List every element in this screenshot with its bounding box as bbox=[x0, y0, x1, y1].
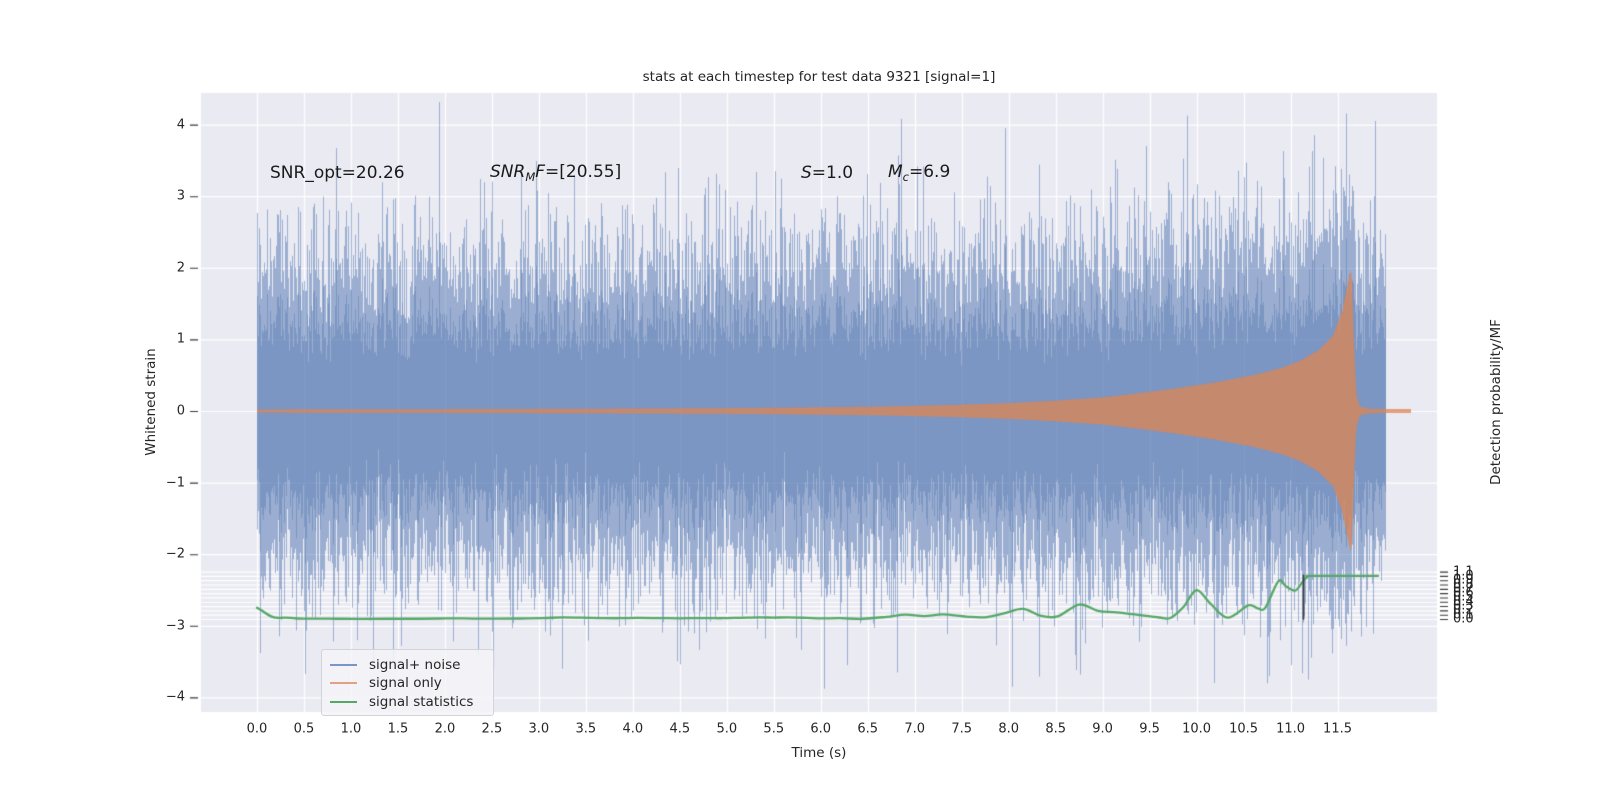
y-left-tick-label: 1 bbox=[176, 331, 185, 347]
annotation-mc: Mc=6.9 bbox=[888, 161, 951, 185]
y-left-tick-label: −4 bbox=[165, 689, 185, 705]
legend: signal+ noise signal only signal statistic… bbox=[321, 649, 494, 716]
legend-line-swatch bbox=[330, 700, 357, 703]
y-left-axis-label: Whitened strain bbox=[143, 348, 159, 456]
x-tick-label: 2.0 bbox=[434, 721, 456, 737]
y-right-tick-label: 0.7 bbox=[1453, 581, 1474, 597]
x-tick-label: 11.0 bbox=[1276, 721, 1306, 737]
x-tick-label: 11.5 bbox=[1323, 721, 1353, 737]
y-right-tick-label: 0.5 bbox=[1453, 589, 1474, 605]
x-tick-label: 10.5 bbox=[1229, 721, 1259, 737]
y-left-tick-label: −1 bbox=[165, 475, 185, 491]
y-left-tick-label: 4 bbox=[176, 117, 185, 133]
x-tick-label: 3.5 bbox=[575, 721, 597, 737]
x-tick-label: 9.0 bbox=[1092, 721, 1113, 737]
y-right-tick-label: 0.6 bbox=[1453, 585, 1474, 601]
legend-label: signal only bbox=[369, 675, 442, 692]
y-right-tick-label: 1.1 bbox=[1453, 564, 1474, 580]
x-tick-label: 6.5 bbox=[857, 721, 879, 737]
x-tick-label: 6.0 bbox=[810, 721, 832, 737]
y-right-tick-label: 1.0 bbox=[1453, 568, 1474, 584]
x-tick-label: 5.0 bbox=[716, 721, 738, 737]
legend-line-swatch bbox=[330, 664, 357, 667]
y-left-tick-label: 3 bbox=[176, 188, 185, 204]
annotation-snr-mf: SNRMF=[20.55] bbox=[490, 161, 622, 185]
chart-title: stats at each timestep for test data 932… bbox=[642, 69, 996, 85]
legend-item: signal statistics bbox=[330, 693, 485, 711]
x-tick-label: 4.5 bbox=[669, 721, 691, 737]
x-tick-label: 0.5 bbox=[293, 721, 315, 737]
y-right-tick-label: 0.9 bbox=[1453, 572, 1474, 588]
x-tick-label: 10.0 bbox=[1182, 721, 1212, 737]
y-right-tick-label: 0.2 bbox=[1453, 602, 1474, 618]
x-tick-label: 4.0 bbox=[622, 721, 644, 737]
legend-item: signal only bbox=[330, 674, 485, 692]
y-left-tick-label: −3 bbox=[165, 618, 185, 634]
y-right-tick-label: 0.8 bbox=[1453, 577, 1474, 593]
legend-label: signal+ noise bbox=[369, 657, 461, 674]
legend-label: signal statistics bbox=[369, 693, 474, 710]
annotation-s: S=1.0 bbox=[801, 163, 854, 183]
y-right-tick-label: 0.3 bbox=[1453, 598, 1474, 614]
x-tick-label: 0.0 bbox=[246, 721, 268, 737]
y-right-tick-label: 0.0 bbox=[1453, 611, 1474, 627]
x-tick-label: 8.5 bbox=[1045, 721, 1066, 737]
x-tick-label: 9.5 bbox=[1139, 721, 1160, 737]
x-tick-label: 7.5 bbox=[951, 721, 973, 737]
legend-line-swatch bbox=[330, 682, 357, 685]
x-tick-label: 7.0 bbox=[904, 721, 926, 737]
legend-item: signal+ noise bbox=[330, 656, 485, 674]
y-right-tick-label: 0.1 bbox=[1453, 607, 1474, 623]
x-tick-label: 1.5 bbox=[387, 721, 409, 737]
x-tick-label: 3.0 bbox=[528, 721, 550, 737]
x-tick-label: 5.5 bbox=[763, 721, 785, 737]
y-right-axis-label: Detection probability/MF bbox=[1488, 319, 1504, 485]
annotation-snr-opt: SNR_opt=20.26 bbox=[270, 163, 405, 183]
x-tick-label: 1.0 bbox=[340, 721, 362, 737]
y-left-tick-label: 0 bbox=[176, 403, 185, 419]
y-left-tick-label: 2 bbox=[176, 260, 185, 276]
y-left-tick-label: −2 bbox=[165, 546, 185, 562]
x-tick-label: 2.5 bbox=[481, 721, 503, 737]
x-axis-label: Time (s) bbox=[791, 745, 847, 761]
x-tick-label: 8.0 bbox=[998, 721, 1020, 737]
y-right-tick-label: 0.4 bbox=[1453, 594, 1474, 610]
